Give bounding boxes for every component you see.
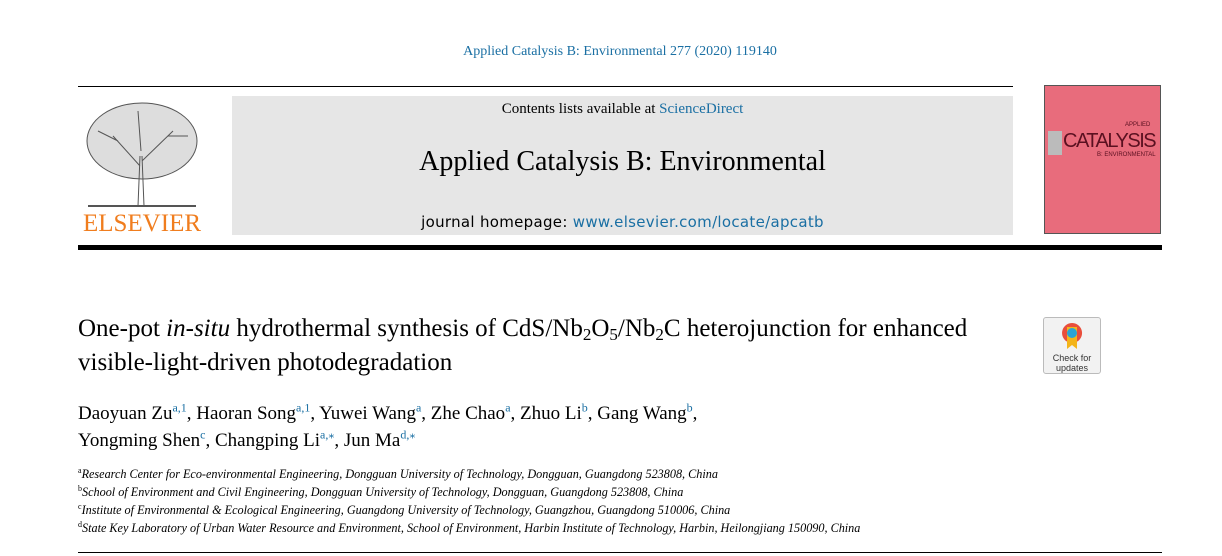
- header-divider: [78, 245, 1162, 250]
- affiliation-text: State Key Laboratory of Urban Water Reso…: [82, 521, 861, 535]
- cover-applied: APPLIED: [1125, 122, 1151, 128]
- cover-c-graphic: [1048, 131, 1062, 155]
- author-name[interactable]: Jun Ma: [343, 430, 401, 451]
- author-name[interactable]: Changping Li: [214, 430, 320, 451]
- journal-cover-image[interactable]: APPLIED CATALYSIS B: ENVIRONMENTAL: [1044, 85, 1161, 234]
- author-name[interactable]: Haoran Song: [196, 403, 297, 424]
- author-separator: ,: [692, 403, 698, 424]
- affiliation-item: aResearch Center for Eco-environmental E…: [78, 465, 1078, 483]
- author-name[interactable]: Yongming Shen: [78, 430, 201, 451]
- bottom-divider: [78, 552, 1162, 553]
- affiliation-list: aResearch Center for Eco-environmental E…: [78, 465, 1078, 537]
- journal-title: Applied Catalysis B: Environmental: [419, 146, 826, 177]
- affiliation-key: d: [78, 519, 82, 529]
- check-for-updates-button[interactable]: Check for updates: [1043, 317, 1101, 374]
- author-name[interactable]: Zhe Chao: [430, 403, 506, 424]
- author-affiliation-marker[interactable]: a,1: [172, 400, 187, 415]
- sciencedirect-link[interactable]: ScienceDirect: [659, 101, 744, 117]
- author-affiliation-marker[interactable]: a: [415, 400, 422, 415]
- homepage-link[interactable]: www.elsevier.com/locate/apcatb: [572, 213, 824, 231]
- affiliation-item: cInstitute of Environmental & Ecological…: [78, 501, 1078, 519]
- author-separator: ,: [334, 430, 344, 451]
- title-part: hydrothermal synthesis of CdS/Nb: [230, 315, 583, 342]
- author-name[interactable]: Daoyuan Zu: [78, 403, 173, 424]
- title-italic: in-situ: [166, 315, 231, 342]
- check-label-1: Check for: [1052, 353, 1092, 363]
- author-name[interactable]: Zhuo Li: [520, 403, 582, 424]
- author-separator: ,: [587, 403, 598, 424]
- title-subscript: 5: [609, 325, 618, 344]
- author-separator: ,: [510, 403, 521, 424]
- author-affiliation-marker[interactable]: a,1: [296, 400, 311, 415]
- affiliation-key: c: [78, 501, 82, 511]
- affiliation-item: bSchool of Environment and Civil Enginee…: [78, 483, 1078, 501]
- author-name[interactable]: Yuwei Wang: [319, 403, 416, 424]
- affiliation-key: a: [78, 465, 82, 475]
- affiliation-key: b: [78, 483, 82, 493]
- homepage-prefix: journal homepage:: [421, 213, 573, 231]
- check-label-2: updates: [1055, 363, 1089, 373]
- cover-title: CATALYSIS: [1063, 130, 1157, 152]
- journal-homepage: journal homepage: www.elsevier.com/locat…: [232, 213, 1013, 231]
- author-separator: ,: [310, 403, 320, 424]
- contents-line: Contents lists available at ScienceDirec…: [232, 101, 1013, 118]
- elsevier-wordmark: ELSEVIER: [82, 210, 202, 237]
- article-title: One-pot in-situ hydrothermal synthesis o…: [78, 312, 1028, 380]
- top-divider: [78, 86, 1013, 87]
- title-subscript: 2: [582, 325, 592, 344]
- journal-citation-link[interactable]: Applied Catalysis B: Environmental 277 (…: [463, 44, 777, 59]
- title-subscript: 2: [655, 325, 664, 344]
- author-separator: ,: [421, 403, 431, 424]
- bookmark-icon: [1062, 323, 1083, 349]
- author-separator: ,: [205, 430, 215, 451]
- cover-subtitle: B: ENVIRONMENTAL: [1097, 152, 1156, 158]
- author-separator: ,: [186, 403, 197, 424]
- title-part: /Nb: [617, 315, 656, 342]
- author-affiliation-marker[interactable]: b: [686, 400, 693, 415]
- affiliation-text: School of Environment and Civil Engineer…: [82, 485, 684, 499]
- author-list: Daoyuan Zua,1, Haoran Songa,1, Yuwei Wan…: [78, 400, 978, 454]
- author-name[interactable]: Gang Wang: [597, 403, 687, 424]
- title-part: One-pot: [78, 315, 167, 342]
- affiliation-text: Institute of Environmental & Ecological …: [81, 503, 731, 517]
- journal-banner: Contents lists available at ScienceDirec…: [232, 96, 1013, 235]
- title-part: C heterojunction for enhanced visible-li…: [78, 315, 968, 376]
- contents-prefix: Contents lists available at: [501, 101, 660, 117]
- author-affiliation-marker[interactable]: c: [200, 427, 206, 442]
- author-affiliation-marker[interactable]: b: [581, 400, 588, 415]
- title-part: O: [591, 315, 610, 342]
- author-affiliation-marker[interactable]: a,⁎: [320, 427, 335, 442]
- affiliation-item: dState Key Laboratory of Urban Water Res…: [78, 519, 1078, 537]
- elsevier-tree-logo: [78, 96, 206, 236]
- author-affiliation-marker[interactable]: a: [505, 400, 511, 415]
- affiliation-text: Research Center for Eco-environmental En…: [81, 467, 718, 481]
- author-affiliation-marker[interactable]: d,⁎: [400, 427, 416, 442]
